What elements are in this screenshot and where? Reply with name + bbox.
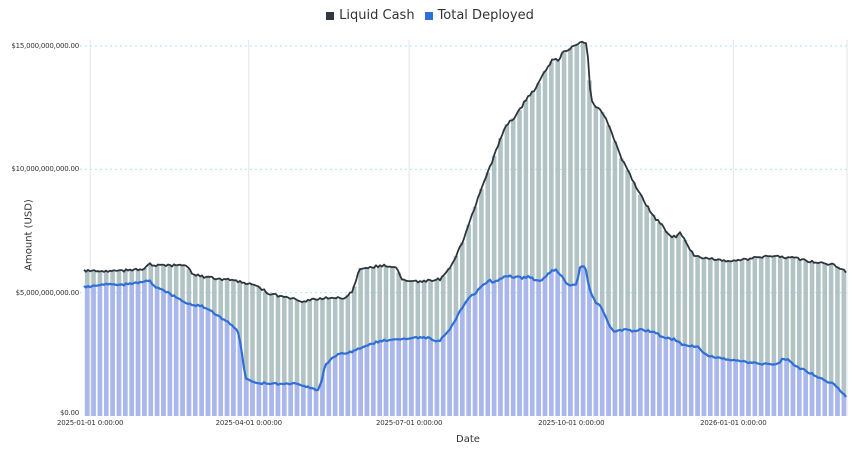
x-tick-label: 2025-10-01 0:00:00 <box>538 419 605 427</box>
y-axis-title: Amount (USD) <box>23 199 35 271</box>
legend-item-total-deployed[interactable]: Total Deployed <box>424 8 534 23</box>
x-tick-label: 2025-07-01 0:00:00 <box>375 419 443 427</box>
x-tick-label: 2025-01-01 0:00:00 <box>57 419 124 427</box>
x-tick-label: 2026-01-01 0:00:00 <box>700 419 767 427</box>
legend: Liquid Cash Total Deployed <box>0 8 860 23</box>
y-tick-label: $10,000,000,000.00 <box>11 165 79 174</box>
x-tick-label: 2025-04-01 0:00:00 <box>215 419 282 427</box>
legend-label-total-deployed: Total Deployed <box>437 8 534 23</box>
legend-swatch-liquid-cash <box>326 11 335 20</box>
y-tick-label: $5,000,000,000.00 <box>15 288 80 297</box>
y-tick-label: $15,000,000,000.00 <box>11 42 79 50</box>
y-tick-label: $0.00 <box>59 409 79 417</box>
x-axis-title: Date <box>456 434 480 445</box>
legend-swatch-total-deployed <box>424 11 433 20</box>
legend-item-liquid-cash[interactable]: Liquid Cash <box>326 8 415 23</box>
legend-label-liquid-cash: Liquid Cash <box>339 8 415 23</box>
